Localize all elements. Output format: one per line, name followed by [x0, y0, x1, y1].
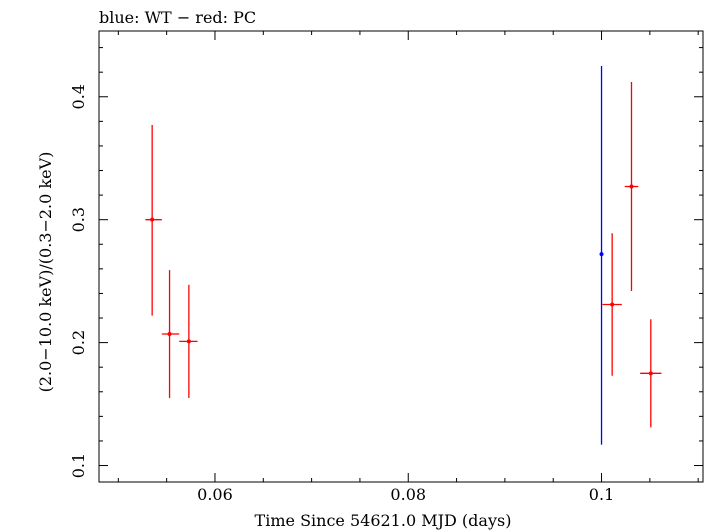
y-tick-label: 0.2	[69, 330, 88, 355]
series-layer	[145, 66, 662, 445]
x-tick-label: 0.1	[589, 485, 614, 504]
series-pc	[145, 82, 662, 428]
data-point	[648, 371, 653, 376]
data-point	[150, 217, 155, 222]
y-axis-tick-labels: 0.1 0.2 0.3 0.4	[69, 84, 88, 478]
y-tick-label: 0.3	[69, 207, 88, 232]
x-axis-label: Time Since 54621.0 MJD (days)	[255, 511, 512, 530]
y-tick-label: 0.1	[69, 453, 88, 478]
data-point	[186, 339, 191, 344]
y-axis-label: (2.0−10.0 keV)/(0.3−2.0 keV)	[36, 152, 55, 393]
data-point	[610, 302, 615, 307]
y-tick-label: 0.4	[69, 84, 88, 109]
data-point	[167, 332, 172, 337]
x-axis-tick-labels: 0.06 0.08 0.1	[197, 485, 614, 504]
plot-frame	[98, 30, 704, 483]
series-wt	[599, 66, 604, 445]
data-point	[629, 184, 634, 189]
y-axis-ticks	[99, 47, 703, 467]
x-axis-ticks	[117, 31, 699, 482]
data-point	[599, 252, 604, 257]
chart-title: blue: WT − red: PC	[99, 8, 256, 27]
x-tick-label: 0.08	[390, 485, 426, 504]
x-tick-label: 0.06	[197, 485, 233, 504]
